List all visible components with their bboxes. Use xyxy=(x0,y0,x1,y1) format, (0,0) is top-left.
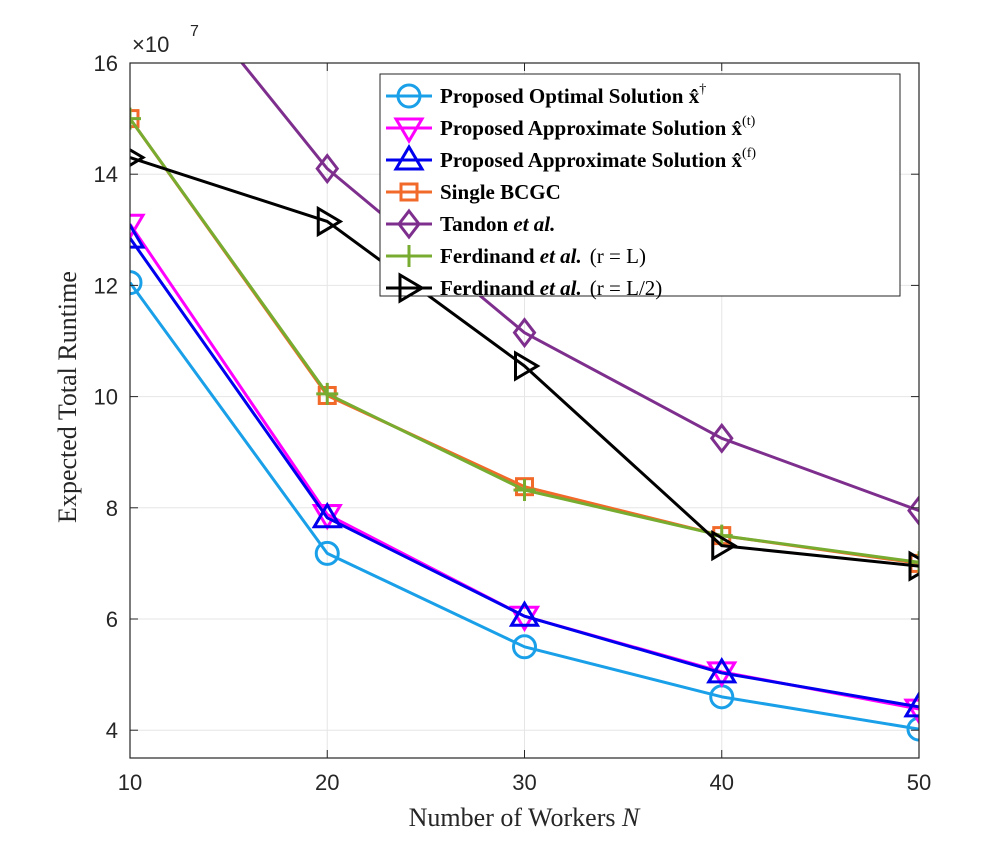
point-6-4 xyxy=(908,550,919,582)
series-2 xyxy=(130,222,919,718)
legend-entry-2: Proposed Approximate Solution x̂(f) xyxy=(386,144,756,172)
point-2-1 xyxy=(311,501,343,529)
legend-marker-6 xyxy=(398,272,425,304)
legend-label-0: Proposed Optimal Solution x̂† xyxy=(440,82,706,108)
legend-marker-1 xyxy=(393,117,425,144)
point-2-2 xyxy=(508,600,541,627)
series-lines xyxy=(130,63,919,742)
legend-entry-5: Ferdinand et al. (r = L) xyxy=(386,244,646,268)
series-line-6 xyxy=(130,156,919,568)
point-5-0 xyxy=(130,107,141,130)
point-2-3 xyxy=(706,656,738,684)
point-0-2 xyxy=(512,634,537,660)
point-4-4 xyxy=(907,495,919,527)
legend-entry-0: Proposed Optimal Solution x̂† xyxy=(386,82,706,109)
y-tick-label-8: 8 xyxy=(106,496,118,521)
y-tick-label-14: 14 xyxy=(94,162,118,187)
legend-items: Proposed Optimal Solution x̂† Proposed Ap… xyxy=(386,82,756,304)
series-4 xyxy=(240,63,919,527)
point-2-0 xyxy=(130,222,146,249)
point-5-3 xyxy=(710,524,733,547)
legend-entry-6: Ferdinand et al. (r = L/2) xyxy=(386,272,662,304)
legend: Proposed Optimal Solution x̂† Proposed Ap… xyxy=(379,73,901,304)
point-4-1 xyxy=(315,153,340,185)
point-0-1 xyxy=(314,540,340,566)
legend-label-1: Proposed Approximate Solution x̂(t) xyxy=(440,114,756,140)
x-tick-label-10: 10 xyxy=(118,770,142,795)
y-axis-title: Expected Total Runtime xyxy=(53,271,82,523)
point-1-0 xyxy=(130,213,146,241)
point-5-2 xyxy=(513,479,536,502)
legend-entry-4: Tandon et al. xyxy=(386,208,555,240)
legend-entry-1: Proposed Approximate Solution x̂(t) xyxy=(386,114,756,144)
y-tick-label-6: 6 xyxy=(106,607,118,632)
legend-box xyxy=(379,73,901,297)
series-6 xyxy=(130,148,919,582)
point-4-3 xyxy=(709,422,734,454)
point-2-4 xyxy=(903,690,919,718)
legend-marker-2 xyxy=(393,144,425,171)
point-1-4 xyxy=(903,698,919,726)
legend-label-6: Ferdinand et al. (r = L/2) xyxy=(440,276,662,300)
x-tick-label-20: 20 xyxy=(315,770,339,795)
y-tick-label-12: 12 xyxy=(94,273,118,298)
series-line-4 xyxy=(240,63,919,512)
point-6-3 xyxy=(711,529,738,562)
point-6-2 xyxy=(514,350,541,382)
legend-entry-3: Single BCGC xyxy=(386,180,561,204)
legend-label-4: Tandon et al. xyxy=(440,212,555,236)
x-tick-label-40: 40 xyxy=(710,770,734,795)
axes xyxy=(129,62,920,759)
y-tick-label-16: 16 xyxy=(94,51,118,76)
x-tick-label-50: 50 xyxy=(907,770,931,795)
legend-label-2: Proposed Approximate Solution x̂(f) xyxy=(440,146,756,172)
legend-label-3: Single BCGC xyxy=(440,180,561,204)
series-line-2 xyxy=(130,237,919,709)
legend-label-5: Ferdinand et al. (r = L) xyxy=(440,244,646,268)
point-0-4 xyxy=(906,716,919,742)
legend-marker-4 xyxy=(397,208,421,240)
x-axis-title: Number of Workers N xyxy=(409,803,641,832)
point-6-1 xyxy=(316,205,344,238)
legend-marker-0 xyxy=(396,83,422,109)
x-tick-label-30: 30 xyxy=(512,770,536,795)
series-line-0 xyxy=(130,281,919,731)
point-0-0 xyxy=(130,270,143,296)
y-axis-exponent: 7 xyxy=(190,23,199,40)
point-6-0 xyxy=(130,148,146,167)
point-5-4 xyxy=(908,551,919,574)
tick-labels: 10 20 30 40 50 4 6 8 10 12 14 16 xyxy=(94,51,932,795)
legend-marker-3 xyxy=(399,182,419,202)
series-5 xyxy=(130,107,919,574)
y-tick-label-4: 4 xyxy=(106,718,118,743)
y-tick-label-10: 10 xyxy=(94,385,118,410)
legend-marker-5 xyxy=(398,245,420,267)
point-5-1 xyxy=(316,382,339,405)
y-axis-multiplier: ×10 xyxy=(132,32,169,57)
point-4-2 xyxy=(512,317,537,349)
